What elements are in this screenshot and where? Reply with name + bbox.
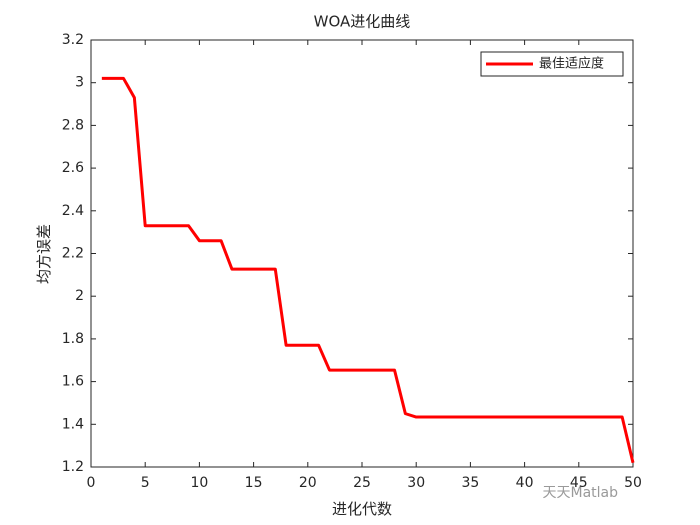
x-tick-label: 0 — [87, 475, 96, 491]
x-tick-label: 45 — [570, 475, 588, 491]
x-tick-label: 50 — [624, 475, 642, 491]
y-tick-label: 2 — [75, 288, 84, 304]
legend-label: 最佳适应度 — [539, 56, 604, 72]
x-tick-label: 10 — [190, 475, 208, 491]
y-tick-label: 2.4 — [62, 203, 84, 219]
x-tick-label: 35 — [461, 475, 479, 491]
x-tick-label: 5 — [141, 475, 150, 491]
x-tick-label: 20 — [299, 475, 317, 491]
x-tick-label: 30 — [407, 475, 425, 491]
y-tick-label: 2.6 — [62, 160, 84, 176]
y-tick-label: 3.2 — [62, 32, 84, 48]
chart-title: WOA进化曲线 — [314, 13, 411, 31]
y-tick-label: 1.4 — [62, 416, 84, 432]
watermark: 天天Matlab — [542, 485, 618, 501]
line-series — [101, 76, 635, 464]
x-tick-label: 40 — [516, 475, 534, 491]
y-axis-label: 均方误差 — [35, 224, 53, 284]
y-tick-label: 2.8 — [62, 117, 84, 133]
y-tick-label: 1.2 — [62, 459, 84, 475]
x-tick-label: 25 — [353, 475, 371, 491]
x-axis-label: 进化代数 — [332, 500, 392, 518]
y-tick-label: 1.6 — [62, 374, 84, 390]
x-tick-label: 15 — [245, 475, 263, 491]
y-tick-label: 3 — [75, 75, 84, 91]
y-tick-label: 1.8 — [62, 331, 84, 347]
y-tick-label: 2.2 — [62, 246, 84, 262]
